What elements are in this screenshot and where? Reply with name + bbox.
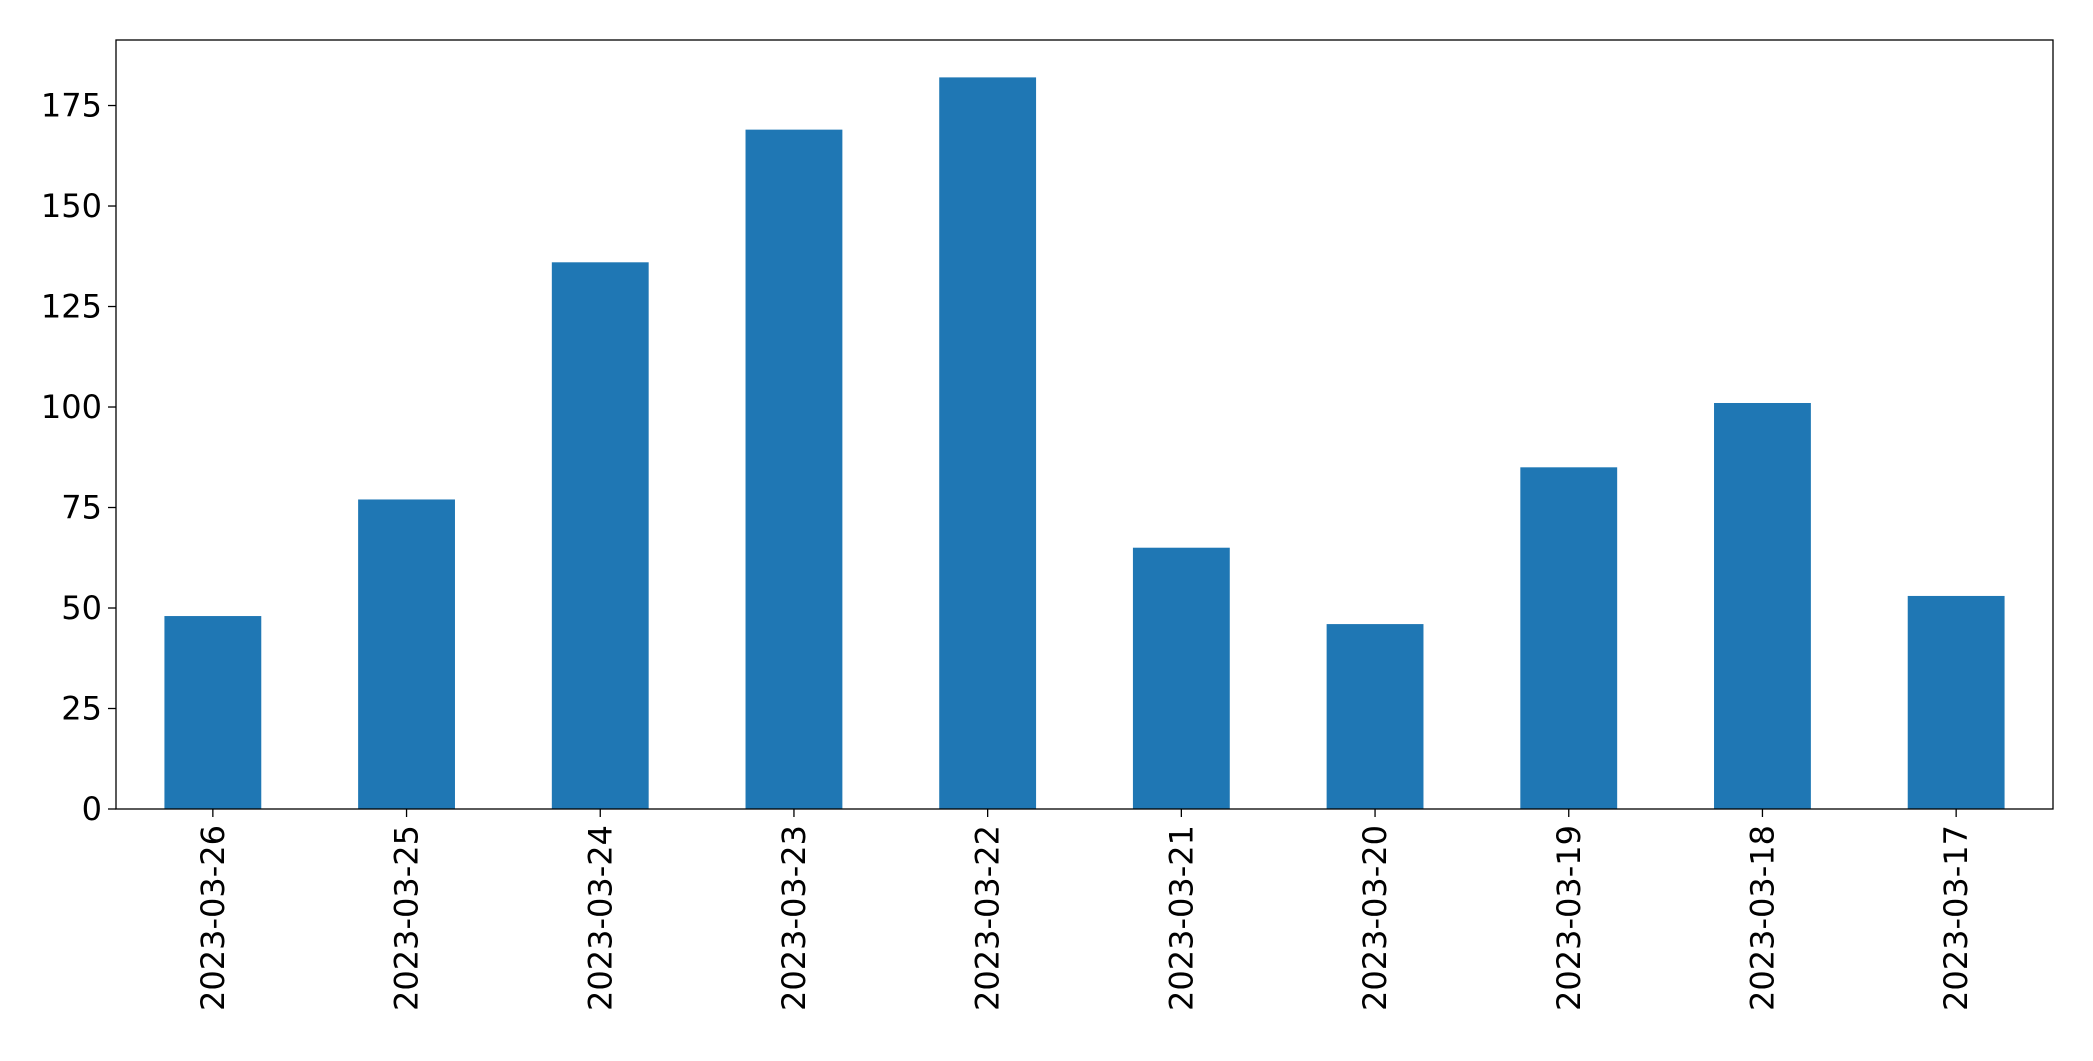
- bar: [939, 77, 1037, 809]
- y-tick-label: 25: [61, 690, 102, 728]
- x-tick-label: 2023-03-18: [1743, 825, 1781, 1011]
- y-tick-label: 150: [41, 187, 102, 225]
- y-tick-label: 0: [82, 790, 102, 828]
- bar: [164, 616, 262, 809]
- x-tick-label: 2023-03-19: [1550, 825, 1588, 1011]
- axes-frame: [115, 39, 2054, 810]
- bar: [1714, 402, 1811, 809]
- x-tick-label: 2023-03-26: [194, 825, 232, 1011]
- y-tick-label: 125: [41, 288, 102, 326]
- x-tick-label: 2023-03-25: [388, 825, 426, 1011]
- bar: [1907, 595, 2005, 809]
- x-tick-label: 2023-03-24: [581, 825, 619, 1011]
- x-tick-label: 2023-03-20: [1356, 825, 1394, 1011]
- bar: [551, 262, 649, 810]
- y-tick-label: 175: [41, 87, 102, 125]
- bar: [358, 499, 455, 809]
- y-tick-label: 50: [61, 589, 102, 627]
- y-tick-label: 100: [41, 388, 102, 426]
- x-tick-label: 2023-03-23: [775, 825, 813, 1011]
- bar: [1326, 624, 1424, 809]
- bar: [745, 129, 843, 810]
- x-tick-label: 2023-03-17: [1937, 825, 1975, 1011]
- x-tick-label: 2023-03-21: [1162, 825, 1200, 1011]
- x-tick-label: 2023-03-22: [969, 825, 1007, 1011]
- y-tick-label: 75: [61, 489, 102, 527]
- bar: [1132, 547, 1230, 809]
- bar: [1520, 467, 1618, 809]
